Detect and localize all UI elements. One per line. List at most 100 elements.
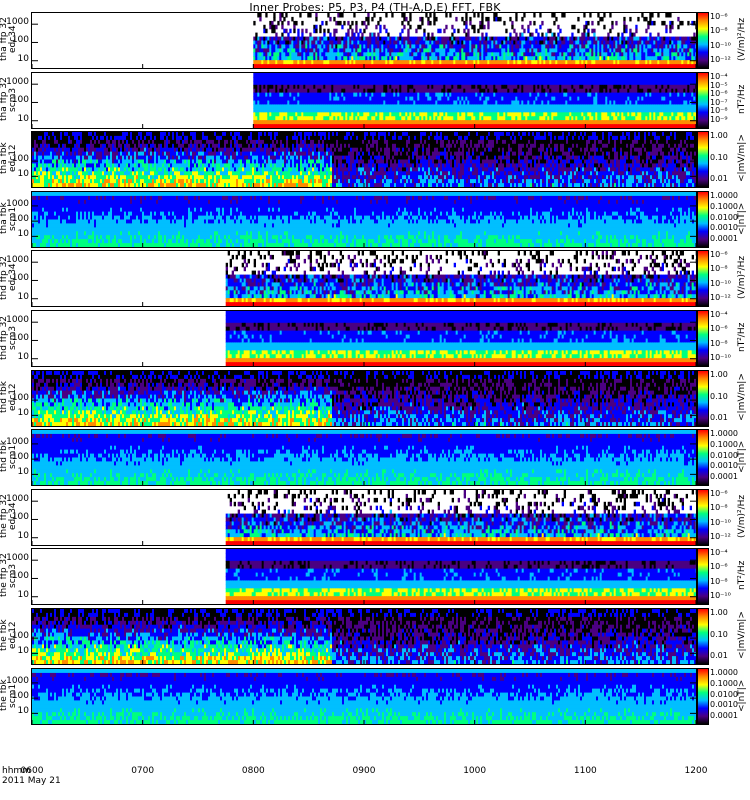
spectrogram-cell (413, 124, 416, 128)
spectrogram-cell (477, 80, 480, 86)
spectrogram-cell (329, 80, 332, 86)
spectrogram-cell (413, 60, 416, 65)
spectrogram-cell (683, 64, 686, 68)
spectrogram-cell (265, 80, 268, 86)
spectrogram-cell (479, 108, 482, 113)
spectrogram-cell (643, 80, 646, 86)
spectrogram-cell (407, 64, 410, 68)
spectrogram-cell (397, 120, 400, 125)
spectrogram-cell (501, 116, 504, 121)
spectrogram-cell (693, 20, 696, 26)
spectrogram-cell (263, 24, 266, 30)
spectrogram-cell (625, 48, 628, 53)
spectrogram-cell (465, 100, 468, 105)
spectrogram-cell (357, 124, 360, 128)
spectrogram-cell (589, 88, 592, 94)
spectrogram-cell (407, 108, 410, 113)
spectrogram-cell (589, 64, 592, 68)
spectrogram-cell (589, 56, 592, 61)
spectrogram-cell (595, 96, 598, 102)
spectrogram-cell (333, 28, 336, 34)
spectrogram-cell (323, 56, 326, 61)
spectrogram-cell (695, 36, 696, 42)
spectrogram-cell (423, 44, 426, 49)
spectrogram-cell (309, 73, 312, 78)
spectrogram-cell (545, 32, 548, 38)
spectrogram-cell (313, 36, 316, 42)
spectrogram-cell (303, 60, 306, 65)
spectrogram-cell (369, 116, 372, 121)
spectrogram-cell (447, 88, 450, 94)
spectrogram-cell (341, 124, 344, 128)
spectrogram-cell (269, 44, 272, 49)
spectrogram-cell (403, 64, 406, 68)
spectrogram-cell (421, 108, 424, 113)
spectrogram-cell (405, 76, 408, 82)
spectrogram-cell (677, 48, 680, 53)
spectrogram-cell (349, 36, 352, 42)
spectrogram-cell (467, 120, 470, 125)
spectrogram-cell (463, 28, 466, 34)
spectrogram-cell (367, 112, 370, 117)
spectrogram-cell (297, 84, 300, 90)
spectrogram-cell (603, 64, 606, 68)
spectrogram-cell (527, 84, 530, 90)
spectrogram-cell (535, 44, 538, 49)
spectrogram-cell (365, 124, 368, 128)
spectrogram-cell (597, 108, 600, 113)
chart-title: Inner Probes: P5, P3, P4 (TH-A,D,E) FFT,… (0, 1, 750, 14)
spectrogram-cell (317, 60, 320, 65)
spectrogram-cell (489, 64, 492, 68)
spectrogram-cell (667, 44, 670, 49)
spectrogram-cell (683, 56, 686, 61)
spectrogram-cell (339, 40, 342, 45)
spectrogram-cell (293, 108, 296, 113)
spectrogram-cell (459, 73, 462, 78)
spectrogram-cell (255, 108, 258, 113)
spectrogram-cell (551, 120, 554, 125)
spectrogram-cell (553, 13, 556, 18)
spectrogram-cell (597, 76, 600, 82)
spectrogram-cell (427, 73, 430, 78)
spectrogram-cell (259, 13, 262, 18)
spectrogram-cell (665, 44, 668, 49)
spectrogram-cell (557, 124, 560, 128)
spectrogram-cell (311, 120, 314, 125)
spectrogram-cell (623, 104, 626, 109)
spectrogram-cell (281, 52, 284, 57)
spectrogram-cell (429, 13, 432, 18)
spectrogram-cell (385, 56, 388, 61)
spectrogram-cell (659, 116, 662, 121)
spectrogram-cell (669, 13, 672, 18)
spectrogram-cell (499, 100, 502, 105)
spectrogram-cell (365, 96, 368, 102)
spectrogram-cell (441, 92, 444, 98)
spectrogram-cell (471, 40, 474, 45)
spectrogram-cell (573, 56, 576, 61)
spectrogram-cell (569, 120, 572, 125)
spectrogram-cell (645, 112, 648, 117)
spectrogram-cell (657, 116, 660, 121)
spectrogram-cell (329, 52, 332, 57)
spectrogram-cell (373, 96, 376, 102)
spectrogram-cell (561, 108, 564, 113)
spectrogram-cell (405, 96, 408, 102)
spectrogram-cell (589, 52, 592, 57)
spectrogram-cell (313, 52, 316, 57)
spectrogram-cell (397, 52, 400, 57)
spectrogram-cell (521, 92, 524, 98)
spectrogram-cell (297, 108, 300, 113)
spectrogram-cell (437, 84, 440, 90)
spectrogram-cell (317, 52, 320, 57)
spectrogram-cell (457, 44, 460, 49)
spectrogram-cell (523, 120, 526, 125)
spectrogram-cell (391, 108, 394, 113)
spectrogram-cell (311, 116, 314, 121)
spectrogram-cell (307, 104, 310, 109)
spectrogram-cell (297, 28, 300, 34)
spectrogram-cell (439, 96, 442, 102)
spectrogram-cell (657, 88, 660, 94)
spectrogram-cell (361, 40, 364, 45)
spectrogram-cell (629, 96, 632, 102)
spectrogram-cell (359, 40, 362, 45)
